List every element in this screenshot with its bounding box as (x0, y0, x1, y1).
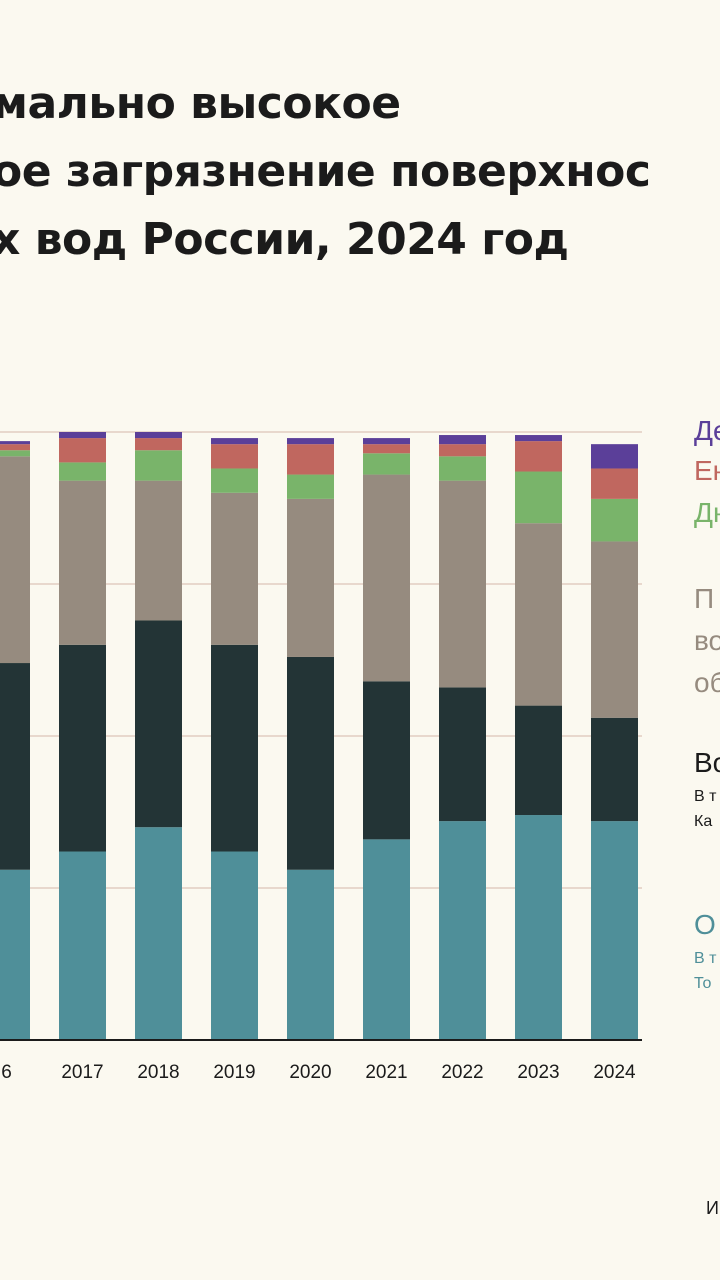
bar-segment-2021-series-5 (363, 444, 410, 454)
legend-label-4-line-2: во (694, 625, 720, 656)
bar-segment-2024-series-3 (591, 541, 638, 718)
bar-segment-2018-series-4 (135, 450, 182, 481)
bar-segment-2017-series-3 (59, 480, 106, 645)
bar-segment-2019-series-4 (211, 468, 258, 493)
bar-segment-6-series-5 (0, 444, 30, 451)
bar-segment-2017-series-6 (59, 432, 106, 439)
bar-segment-2024-series-4 (591, 498, 638, 542)
bar-segment-2023-series-4 (515, 471, 562, 524)
bar-segment-2018-series-2 (135, 620, 182, 828)
legend-label-6-line-3: То (694, 975, 712, 992)
bar-segment-2018-series-5 (135, 438, 182, 451)
bar-segment-2024-series-6 (591, 444, 638, 469)
bar-segment-2022-series-5 (439, 444, 486, 457)
bar-segment-2020-series-4 (287, 474, 334, 499)
x-tick-label-2017: 2017 (61, 1062, 103, 1083)
bar-segment-2018-series-1 (135, 827, 182, 1040)
title-line-3: х вод России, 2024 год (0, 214, 569, 265)
bar-segment-2021-series-3 (363, 474, 410, 682)
legend-label-1: Де (694, 415, 720, 446)
x-tick-label-2024: 2024 (593, 1062, 636, 1083)
title-line-1: мально высокое (0, 78, 401, 129)
bar-segment-2023-series-3 (515, 523, 562, 706)
bar-segment-2021-series-2 (363, 681, 410, 840)
legend-label-5-line-2: В т (694, 788, 717, 805)
bar-segment-2018-series-6 (135, 432, 182, 439)
legend-label-3: Дн (694, 497, 720, 528)
x-tick-label-2021: 2021 (365, 1062, 407, 1083)
legend-label-4-line-1: П (694, 583, 715, 614)
x-tick-label-6: 6 (1, 1062, 12, 1083)
legend-label-6-line-1: О (694, 909, 716, 940)
bar-segment-2022-series-3 (439, 480, 486, 688)
bar-segment-2017-series-1 (59, 851, 106, 1040)
legend-label-2: Ен (694, 455, 720, 486)
x-tick-label-2019: 2019 (213, 1062, 255, 1083)
bar-segment-2021-series-1 (363, 839, 410, 1040)
bar-segment-6-series-3 (0, 456, 30, 664)
bar-segment-2022-series-4 (439, 456, 486, 481)
bar-segment-2021-series-4 (363, 453, 410, 475)
bar-segment-2019-series-6 (211, 438, 258, 445)
bar-segment-2018-series-3 (135, 480, 182, 621)
bar-segment-2023-series-1 (515, 815, 562, 1040)
bar-segment-2022-series-6 (439, 435, 486, 445)
bar-segment-2024-series-2 (591, 717, 638, 822)
legend-label-6-line-2: В т (694, 950, 717, 967)
legend-label-5-line-1: Во (694, 747, 720, 778)
bar-segment-2021-series-6 (363, 438, 410, 445)
bar-segment-2023-series-5 (515, 441, 562, 472)
x-tick-label-2023: 2023 (517, 1062, 559, 1083)
source-label: И (706, 1198, 719, 1218)
bar-segment-2019-series-5 (211, 444, 258, 469)
bar-segment-2017-series-4 (59, 462, 106, 481)
bar-segment-2019-series-3 (211, 492, 258, 645)
bar-segment-6-series-1 (0, 869, 30, 1040)
bar-segment-6-series-2 (0, 663, 30, 870)
x-tick-label-2022: 2022 (441, 1062, 483, 1083)
bar-segment-2017-series-5 (59, 438, 106, 463)
bar-segment-2017-series-2 (59, 644, 106, 852)
bar-segment-2020-series-1 (287, 869, 334, 1040)
bars (0, 432, 638, 1040)
bar-segment-2023-series-2 (515, 705, 562, 816)
bar-segment-2024-series-1 (591, 821, 638, 1040)
bar-segment-6-series-6 (0, 441, 30, 445)
bar-segment-2020-series-6 (287, 438, 334, 445)
chart-title: мально высокое ое загрязнение поверхнос … (0, 70, 720, 274)
bar-segment-2022-series-2 (439, 687, 486, 822)
x-tick-label-2018: 2018 (137, 1062, 179, 1083)
title-line-2: ое загрязнение поверхнос (0, 146, 651, 197)
bar-segment-2020-series-2 (287, 656, 334, 870)
legend-label-4-line-3: об (694, 667, 720, 698)
bar-segment-2019-series-1 (211, 851, 258, 1040)
x-tick-labels: 6 2017 2018 2019 2020 2021 2022 2023 2024 (1, 1062, 636, 1083)
bar-segment-2023-series-6 (515, 435, 562, 442)
bar-segment-2020-series-3 (287, 498, 334, 657)
bar-segment-2019-series-2 (211, 644, 258, 852)
bar-segment-2020-series-5 (287, 444, 334, 475)
bar-segment-6-series-4 (0, 450, 30, 457)
bar-segment-2022-series-1 (439, 821, 486, 1040)
bar-segment-2024-series-5 (591, 468, 638, 499)
legend-label-5-line-3: Ка (694, 813, 713, 830)
x-tick-label-2020: 2020 (289, 1062, 331, 1083)
